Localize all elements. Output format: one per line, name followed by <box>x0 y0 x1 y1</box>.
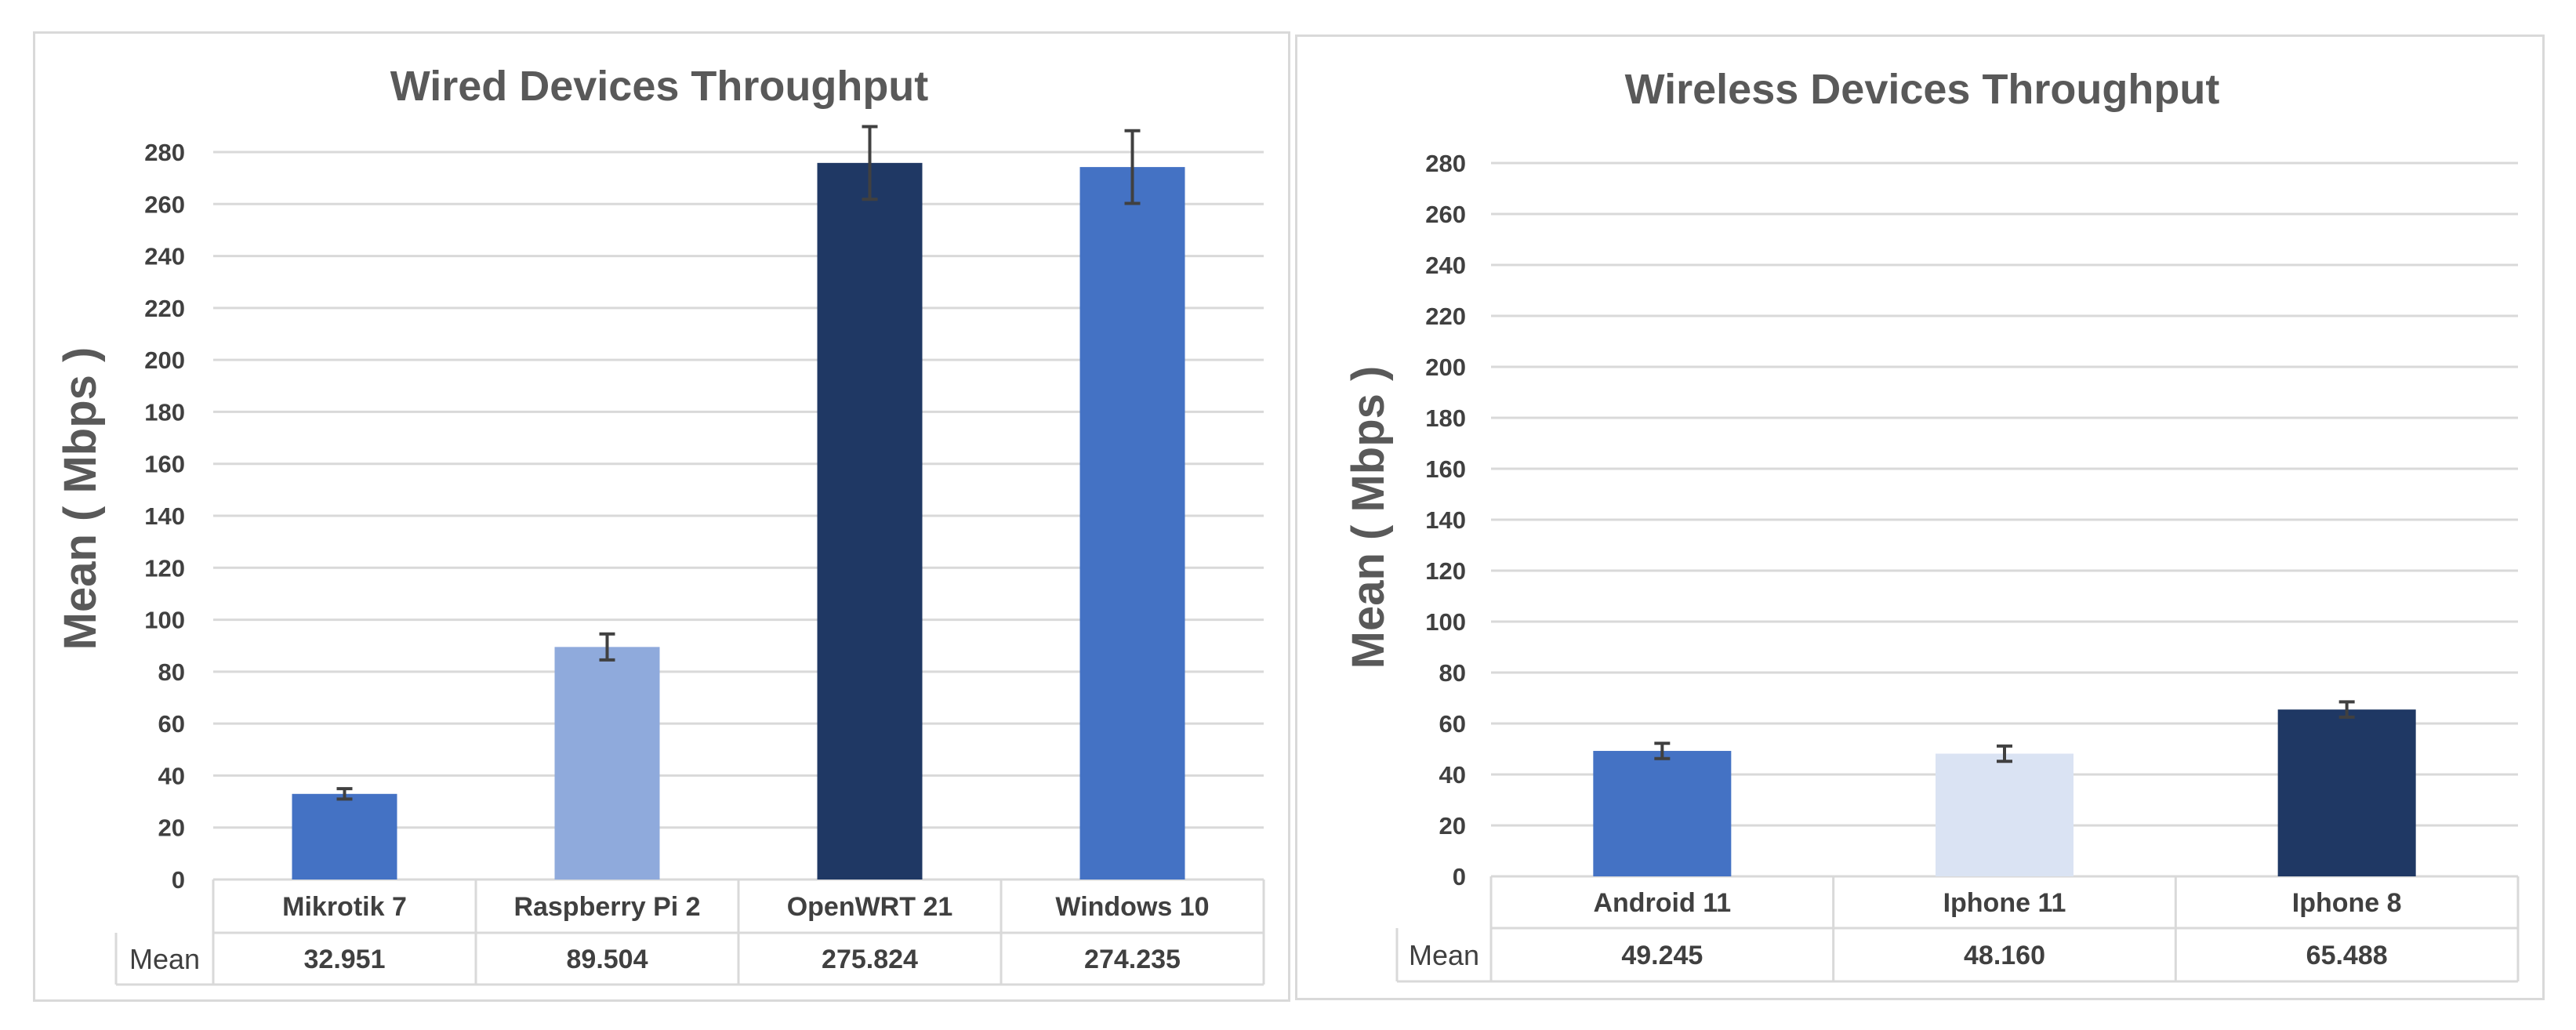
wired-y-tick-label: 20 <box>158 814 185 842</box>
wireless-y-tick-label: 100 <box>1425 608 1466 636</box>
wireless-category-label: Iphone 11 <box>1943 888 2066 918</box>
wired-bar-1 <box>292 793 397 879</box>
wireless-y-tick-label: 40 <box>1439 761 1466 789</box>
wireless-value-label: 49.245 <box>1621 941 1703 970</box>
wireless-y-tick-label: 0 <box>1453 863 1466 890</box>
wired-y-tick-label: 100 <box>144 607 185 634</box>
wired-bar-2 <box>554 647 660 879</box>
wireless-error-bar-2 <box>1997 744 2012 763</box>
wireless-y-tick-label: 240 <box>1425 252 1466 279</box>
wired-error-bar-3 <box>862 125 878 201</box>
wired-category-label: Mikrotik 7 <box>282 892 407 922</box>
wireless-table-row-label: Mean <box>1409 939 1479 971</box>
wired-bar-3 <box>817 162 923 879</box>
wired-value-label: 32.951 <box>304 945 386 974</box>
wireless-y-tick-label: 80 <box>1439 659 1466 687</box>
wired-y-tick-label: 260 <box>144 190 185 218</box>
wired-y-tick-label: 120 <box>144 554 185 582</box>
wired-category-label: Raspberry Pi 2 <box>513 892 700 922</box>
wired-y-tick-label: 280 <box>144 139 185 166</box>
wireless-category-label: Iphone 8 <box>2292 888 2402 918</box>
wireless-y-axis-label: Mean ( Mbps ) <box>1343 366 1394 669</box>
wired-error-bar-2 <box>599 632 615 662</box>
wireless-value-label: 48.160 <box>1964 941 2045 970</box>
wireless-y-tick-label: 260 <box>1425 201 1466 228</box>
wireless-error-bar-3 <box>2338 700 2355 719</box>
wireless-error-bar-1 <box>1654 742 1671 760</box>
wireless-y-tick-label: 280 <box>1425 150 1466 177</box>
wireless-y-tick-label: 60 <box>1439 710 1466 738</box>
wireless-bar-1 <box>1593 750 1732 876</box>
wired-value-label: 274.235 <box>1084 945 1181 974</box>
wired-y-tick-label: 200 <box>144 346 185 374</box>
wired-value-label: 275.824 <box>822 945 918 974</box>
wireless-y-tick-label: 140 <box>1425 506 1466 534</box>
wired-bar-4 <box>1079 167 1185 879</box>
wired-y-tick-label: 180 <box>144 398 185 426</box>
wireless-y-tick-label: 200 <box>1425 354 1466 381</box>
wireless-y-tick-label: 20 <box>1439 812 1466 840</box>
wired-category-label: Windows 10 <box>1055 892 1209 922</box>
wired-error-bar-1 <box>336 787 353 801</box>
wired-y-tick-label: 40 <box>158 762 185 789</box>
wired-value-label: 89.504 <box>567 945 648 974</box>
wired-y-tick-label: 160 <box>144 451 185 478</box>
wireless-category-label: Android 11 <box>1593 888 1731 918</box>
wireless-bar-3 <box>2277 709 2416 876</box>
wireless-y-tick-label: 160 <box>1425 455 1466 483</box>
wireless-y-tick-label: 220 <box>1425 303 1466 330</box>
wireless-y-tick-label: 180 <box>1425 404 1466 432</box>
wired-y-tick-label: 220 <box>144 295 185 322</box>
wired-category-label: OpenWRT 21 <box>787 892 953 922</box>
wired-table-row-label: Mean <box>129 943 200 975</box>
wired-y-tick-label: 240 <box>144 243 185 270</box>
wired-chart-title: Wired Devices Throughput <box>390 63 929 110</box>
wired-y-tick-label: 0 <box>172 866 185 894</box>
wired-y-tick-label: 80 <box>158 658 185 686</box>
wireless-y-tick-label: 120 <box>1425 557 1466 585</box>
wired-error-bar-4 <box>1124 129 1141 205</box>
wireless-bar-2 <box>1936 753 2073 876</box>
wireless-chart-title: Wireless Devices Throughput <box>1625 66 2220 113</box>
wireless-value-label: 65.488 <box>2306 941 2388 970</box>
wired-y-tick-label: 60 <box>158 710 185 738</box>
wired-y-axis-label: Mean ( Mbps ) <box>55 347 106 651</box>
wired-y-tick-label: 140 <box>144 502 185 530</box>
